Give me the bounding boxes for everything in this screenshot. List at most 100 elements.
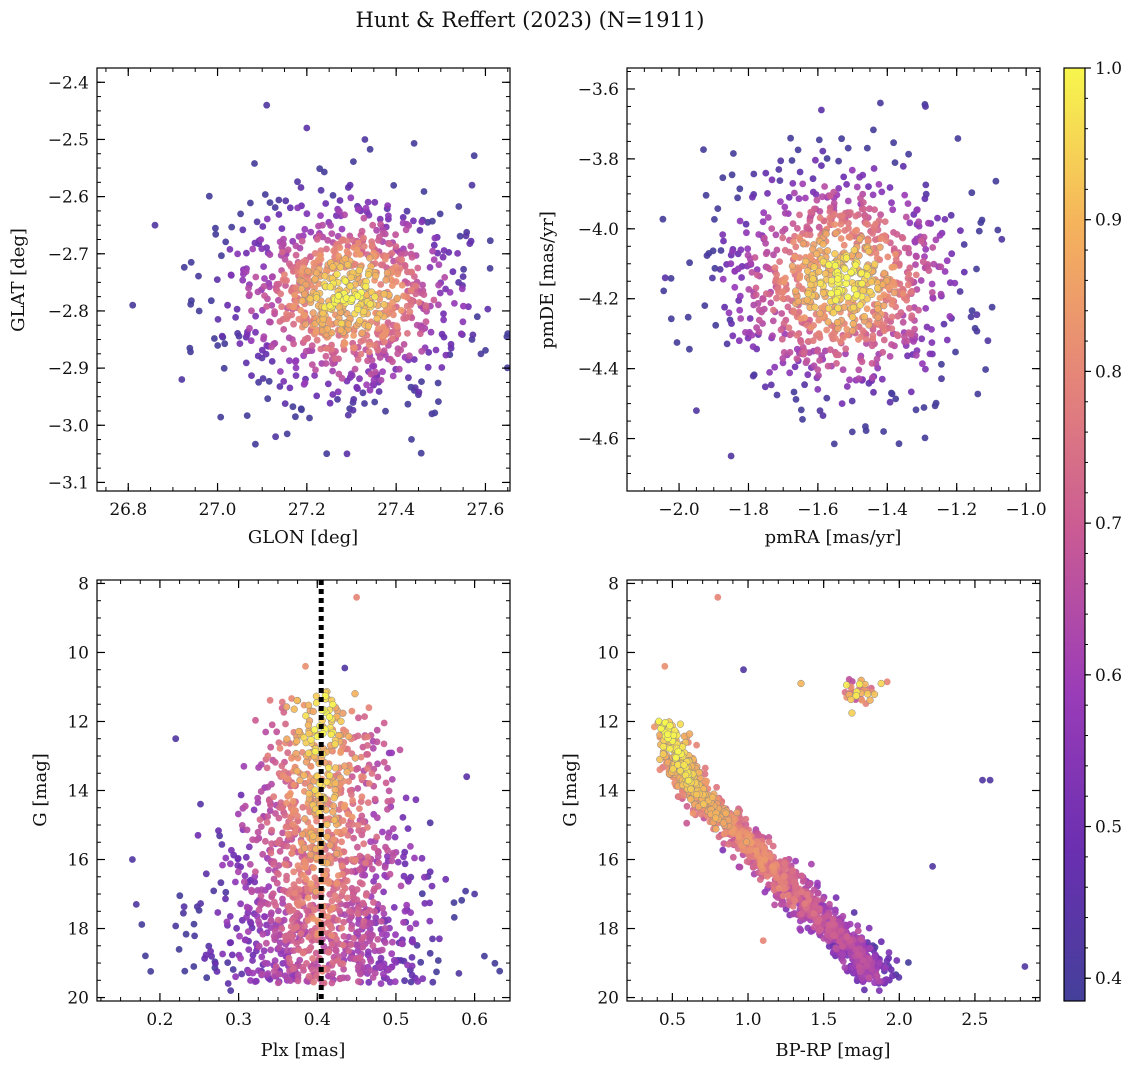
scatter-point [304, 917, 312, 924]
scatter-point [701, 764, 709, 772]
scatter-point [742, 815, 750, 823]
scatter-point [366, 300, 374, 308]
scatter-point [819, 412, 827, 419]
scatter-point [359, 943, 367, 951]
scatter-point [211, 335, 218, 342]
scatter-point [857, 269, 866, 277]
scatter-point [242, 268, 250, 276]
scatter-point [328, 979, 336, 987]
scatter-point [300, 771, 308, 779]
scatter-point [356, 852, 364, 860]
scatter-point [377, 980, 385, 987]
scatter-point [749, 372, 757, 380]
scatter-point [752, 284, 760, 292]
scatter-point [436, 289, 444, 297]
scatter-point [837, 927, 845, 935]
scatter-point [860, 312, 868, 321]
scatter-point [210, 887, 218, 895]
scatter-point [390, 311, 397, 319]
scatter-point [833, 318, 842, 327]
scatter-point [904, 352, 911, 360]
scatter-point [280, 378, 288, 385]
scatter-point [388, 249, 396, 257]
scatter-point [240, 878, 248, 886]
scatter-point [862, 423, 869, 430]
scatter-point [814, 879, 821, 887]
scatter-point [917, 237, 925, 245]
scatter-point [286, 204, 294, 212]
scatter-point [275, 280, 283, 288]
scatter-point [237, 955, 245, 962]
scatter-point [283, 876, 290, 884]
scatter-point [863, 263, 871, 271]
scatter-point [893, 957, 901, 964]
scatter-point [865, 956, 873, 964]
scatter-point [328, 940, 336, 948]
scatter-point [412, 920, 420, 928]
scatter-point [790, 388, 798, 396]
scatter-point [293, 696, 301, 705]
scatter-point [838, 212, 846, 220]
scatter-point [338, 225, 346, 233]
scatter-point [804, 290, 812, 298]
y-tick-label: 10 [67, 643, 89, 663]
x-tick-label: 0.2 [146, 1010, 173, 1030]
scatter-point [865, 247, 873, 256]
scatter-point [297, 285, 306, 293]
scatter-point [223, 918, 231, 926]
scatter-point [271, 759, 279, 766]
scatter-point [907, 388, 915, 396]
scatter-point [826, 214, 834, 222]
scatter-point [778, 335, 786, 343]
scatter-point [869, 335, 877, 343]
scatter-point [886, 353, 894, 360]
scatter-point [306, 851, 315, 859]
scatter-point [802, 194, 809, 202]
scatter-point [424, 218, 432, 226]
scatter-point [282, 823, 290, 831]
scatter-point [364, 765, 371, 772]
scatter-point [292, 749, 300, 758]
scatter-point [264, 395, 272, 403]
scatter-point [288, 311, 296, 319]
scatter-point [796, 274, 803, 282]
scatter-point [905, 270, 913, 278]
scatter-point [438, 364, 446, 371]
scatter-point [943, 257, 951, 265]
scatter-point [365, 780, 373, 787]
scatter-point [429, 247, 436, 255]
scatter-point [151, 221, 159, 229]
scatter-point [417, 958, 425, 966]
scatter-point [769, 842, 777, 850]
scatter-point [779, 294, 786, 302]
scatter-point [268, 302, 276, 309]
scatter-point [181, 967, 189, 975]
scatter-point [362, 892, 370, 899]
scatter-point [791, 897, 799, 905]
scatter-point [899, 234, 907, 242]
scatter-point [714, 205, 722, 213]
scatter-point [388, 857, 396, 865]
scatter-point [275, 870, 282, 878]
scatter-point [330, 247, 337, 255]
scatter-point [330, 794, 338, 802]
scatter-point [203, 974, 211, 982]
scatter-point [281, 256, 289, 263]
scatter-point [892, 395, 900, 403]
scatter-point [290, 705, 298, 713]
scatter-point [408, 954, 416, 961]
scatter-point [228, 951, 236, 959]
scatter-point [777, 198, 784, 206]
scatter-point [394, 858, 402, 866]
scatter-point [290, 303, 298, 311]
scatter-point [831, 909, 839, 917]
scatter-point [744, 251, 752, 259]
scatter-point [777, 900, 785, 908]
scatter-point [848, 428, 856, 436]
scatter-point [823, 247, 832, 255]
scatter-point [364, 853, 372, 861]
scatter-point [344, 831, 352, 839]
scatter-point [254, 828, 262, 836]
scatter-point [832, 944, 840, 952]
scatter-point [333, 270, 341, 278]
